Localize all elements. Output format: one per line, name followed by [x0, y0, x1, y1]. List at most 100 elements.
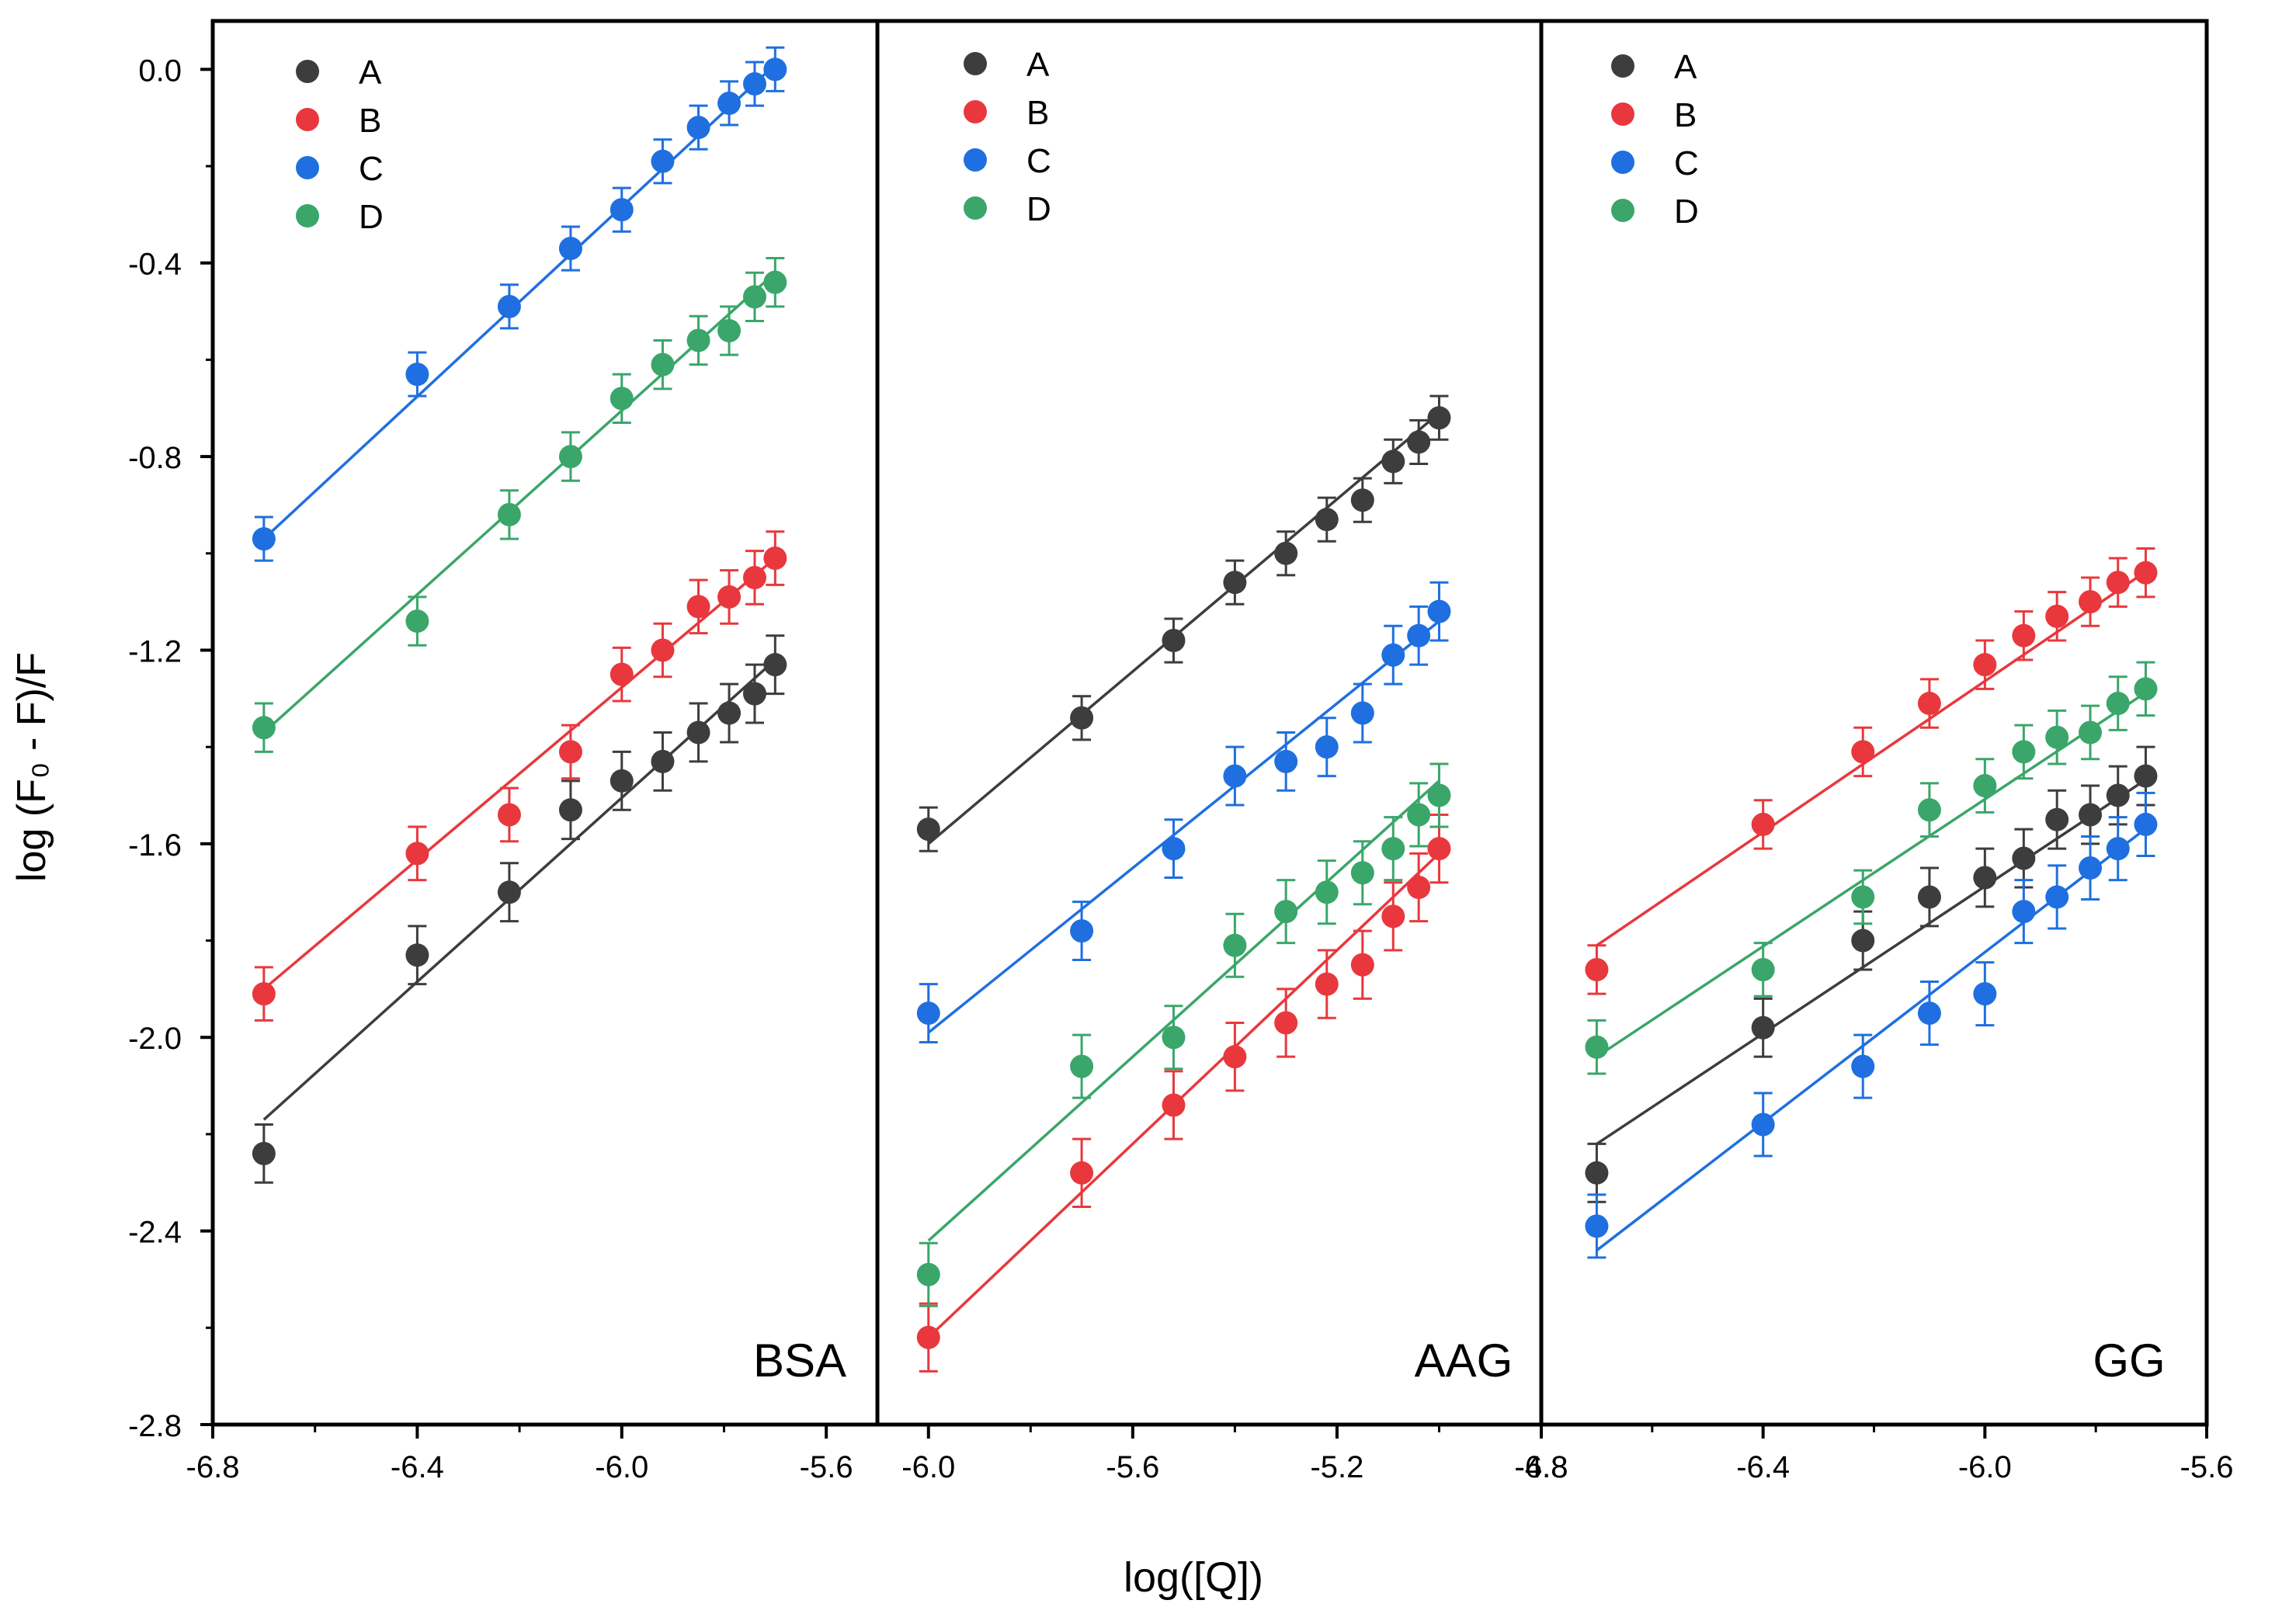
x-axis-title: log([Q]) [1124, 1554, 1263, 1601]
series-a [252, 634, 787, 1184]
data-point [497, 502, 521, 526]
y-tick-label: -2.4 [128, 1216, 182, 1250]
data-point [1585, 957, 1609, 981]
y-tick-label: 0.0 [138, 54, 182, 88]
data-point [717, 319, 742, 343]
data-point [1162, 837, 1186, 861]
legend-marker [964, 52, 987, 75]
data-point [610, 769, 634, 793]
data-point [1917, 692, 1941, 716]
y-axis-title: log (F₀ - F)/F [9, 652, 54, 882]
y-tick-label: -0.4 [128, 248, 182, 282]
data-point [763, 270, 787, 294]
data-point [558, 237, 582, 261]
x-tick-label: -5.6 [1106, 1450, 1159, 1484]
x-tick-label: -6.4 [1736, 1450, 1790, 1484]
data-point [252, 716, 276, 740]
fit-line [1596, 775, 2152, 1145]
data-point [1070, 706, 1094, 730]
data-point [558, 798, 582, 822]
legend-marker [964, 148, 987, 172]
data-point [1751, 1112, 1775, 1137]
x-tick-label: -6.0 [595, 1450, 648, 1484]
data-point [1751, 957, 1775, 981]
x-tick-label: -6.8 [186, 1450, 240, 1484]
series-d [1585, 661, 2158, 1075]
data-point [1407, 875, 1431, 899]
data-point [2134, 764, 2158, 788]
data-point [558, 740, 582, 764]
data-point [742, 565, 766, 589]
data-point [610, 387, 634, 411]
fit-line [1596, 687, 2152, 1058]
x-tick-label: -6.0 [901, 1450, 955, 1484]
data-point [717, 585, 742, 609]
data-point [1751, 812, 1775, 836]
legend-label: A [359, 54, 382, 92]
data-point [1162, 1026, 1186, 1050]
data-point [2045, 807, 2069, 831]
data-point [1315, 972, 1339, 996]
data-point [742, 682, 766, 706]
data-point [1274, 1011, 1298, 1035]
data-point [1350, 953, 1374, 977]
data-point [2106, 571, 2130, 595]
data-point [1162, 629, 1186, 653]
y-tick-label: -2.8 [128, 1409, 182, 1443]
series-a [916, 394, 1451, 852]
series-d [252, 256, 787, 753]
legend-label: D [359, 198, 384, 236]
data-point [1162, 1093, 1186, 1117]
data-point [1427, 599, 1451, 623]
data-point [1585, 1035, 1609, 1059]
y-tick-label: -0.8 [128, 441, 182, 475]
legend-marker [296, 108, 319, 131]
data-point [1917, 885, 1941, 909]
data-point [2106, 783, 2130, 807]
y-tick-label: -1.6 [128, 828, 182, 863]
data-point [405, 609, 429, 633]
legend-marker [1611, 102, 1634, 126]
x-tick-label: -4.8 [1515, 1450, 1568, 1484]
fit-line [927, 620, 1440, 1034]
panel-label: GG [2093, 1335, 2165, 1387]
data-point [2045, 604, 2069, 628]
data-point [497, 803, 521, 827]
series-d [916, 762, 1451, 1307]
data-point [916, 817, 940, 842]
fit-line [1596, 567, 2152, 947]
data-point [1917, 798, 1941, 822]
legend-marker [1611, 199, 1634, 222]
data-point [1350, 701, 1374, 725]
data-point [1973, 774, 1997, 798]
data-point [1381, 450, 1405, 474]
data-point [2012, 846, 2036, 870]
data-point [1070, 1054, 1094, 1078]
series-c [252, 46, 787, 562]
data-point [1315, 508, 1339, 532]
data-point [763, 653, 787, 677]
legend-marker [1611, 151, 1634, 174]
y-tick-label: -1.2 [128, 634, 182, 668]
y-tick-label: -2.0 [128, 1022, 182, 1056]
data-point [717, 91, 742, 115]
series-b [252, 530, 787, 1022]
data-point [1851, 740, 1875, 764]
data-point [1223, 1045, 1247, 1069]
data-point [1407, 803, 1431, 827]
legend-label: B [1026, 94, 1049, 132]
data-point [1274, 541, 1298, 565]
data-point [1274, 749, 1298, 773]
x-tick-label: -6.8 [1515, 1450, 1568, 1484]
legend-marker [296, 156, 319, 179]
data-point [742, 72, 766, 96]
data-point [1751, 1015, 1775, 1040]
data-point [1851, 929, 1875, 953]
data-point [2079, 590, 2103, 614]
